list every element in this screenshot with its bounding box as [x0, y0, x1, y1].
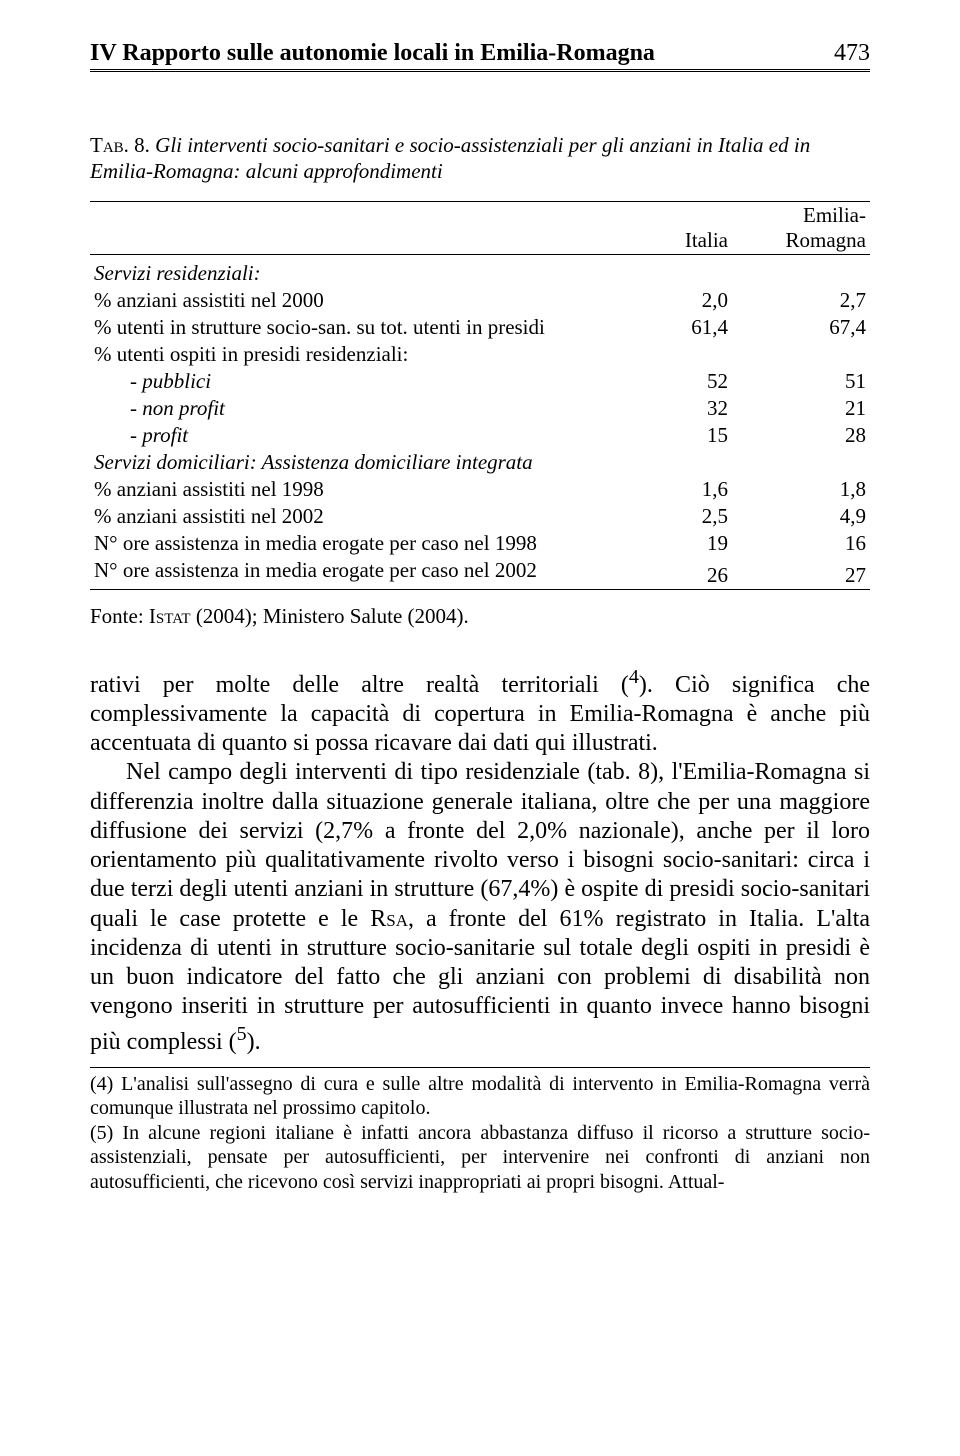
- para1a: rativi per molte delle altre realtà terr…: [90, 672, 629, 698]
- footnote-4: (4) L'analisi sull'assegno di cura e sul…: [90, 1072, 870, 1121]
- row-val: 2,5: [594, 503, 732, 530]
- header-rule: [90, 69, 870, 72]
- section-residenziali: Servizi residenziali:: [90, 254, 870, 287]
- row-val: 21: [732, 395, 870, 422]
- col-italia: Italia: [594, 201, 732, 254]
- row-label: % anziani assistiti nel 2002: [90, 503, 594, 530]
- row-val: 4,9: [732, 503, 870, 530]
- running-header: IV Rapporto sulle autonomie locali in Em…: [90, 40, 870, 67]
- row-val: 26: [594, 557, 732, 590]
- table-row: % utenti in strutture socio-san. su tot.…: [90, 314, 870, 341]
- running-title: IV Rapporto sulle autonomie locali in Em…: [90, 40, 655, 67]
- row-val: 28: [732, 422, 870, 449]
- table-row: N° ore assistenza in media erogate per c…: [90, 557, 870, 590]
- row-val: 67,4: [732, 314, 870, 341]
- table-row: N° ore assistenza in media erogate per c…: [90, 530, 870, 557]
- col-emilia: Emilia-Romagna: [732, 201, 870, 254]
- row-val: 27: [732, 557, 870, 590]
- row-label: N° ore assistenza in media erogate per c…: [90, 530, 594, 557]
- source-prefix: Fonte:: [90, 604, 149, 628]
- row-val: 52: [594, 368, 732, 395]
- row-val: 15: [594, 422, 732, 449]
- page-number: 473: [834, 40, 870, 67]
- row-label: - profit: [90, 422, 594, 449]
- table-row: - non profit 32 21: [90, 395, 870, 422]
- table-row: % anziani assistiti nel 1998 1,6 1,8: [90, 476, 870, 503]
- table-caption: Tab. 8. Gli interventi socio-sanitari e …: [90, 132, 870, 185]
- table-row: - pubblici 52 51: [90, 368, 870, 395]
- row-label: % anziani assistiti nel 1998: [90, 476, 594, 503]
- row-label: - pubblici: [90, 368, 594, 395]
- row-val: 19: [594, 530, 732, 557]
- section-domiciliari: Servizi domiciliari: Assistenza domicili…: [90, 449, 870, 476]
- table-row: % utenti ospiti in presidi residenziali:: [90, 341, 870, 368]
- row-label: - non profit: [90, 395, 594, 422]
- source-rest: (2004); Ministero Salute (2004).: [191, 604, 469, 628]
- footnote-ref-4: 4: [629, 666, 639, 688]
- row-val: 16: [732, 530, 870, 557]
- row-label: N° ore assistenza in media erogate per c…: [90, 557, 594, 590]
- row-val: 61,4: [594, 314, 732, 341]
- row-label: % utenti in strutture socio-san. su tot.…: [90, 314, 594, 341]
- table-row: % anziani assistiti nel 2000 2,0 2,7: [90, 287, 870, 314]
- footnote-ref-5: 5: [237, 1023, 247, 1045]
- row-val: 1,8: [732, 476, 870, 503]
- data-table: Italia Emilia-Romagna Servizi residenzia…: [90, 201, 870, 590]
- row-label: % anziani assistiti nel 2000: [90, 287, 594, 314]
- row-val: 32: [594, 395, 732, 422]
- row-val: 51: [732, 368, 870, 395]
- row-val: 1,6: [594, 476, 732, 503]
- row-val: 2,0: [594, 287, 732, 314]
- table-caption-label: Tab. 8.: [90, 133, 150, 157]
- footnote-5: (5) In alcune regioni italiane è infatti…: [90, 1121, 870, 1194]
- body-text: rativi per molte delle altre realtà terr…: [90, 665, 870, 1057]
- table-row: % anziani assistiti nel 2002 2,5 4,9: [90, 503, 870, 530]
- para2c: ).: [247, 1029, 261, 1055]
- source-istat: Istat: [149, 604, 191, 628]
- row-label: % utenti ospiti in presidi residenziali:: [90, 341, 594, 368]
- rsa: Rsa: [370, 906, 408, 932]
- table-row: - profit 15 28: [90, 422, 870, 449]
- table-source: Fonte: Istat (2004); Ministero Salute (2…: [90, 604, 870, 629]
- table-caption-text: Gli interventi socio-sanitari e socio-as…: [90, 133, 810, 183]
- footnote-rule: [90, 1067, 870, 1068]
- row-val: 2,7: [732, 287, 870, 314]
- footnotes: (4) L'analisi sull'assegno di cura e sul…: [90, 1072, 870, 1194]
